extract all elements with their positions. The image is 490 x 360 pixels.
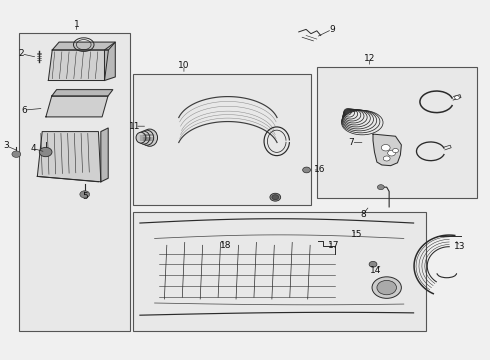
- Text: 11: 11: [129, 122, 141, 131]
- Circle shape: [12, 151, 21, 157]
- Ellipse shape: [142, 129, 158, 146]
- Bar: [133, 74, 311, 205]
- Text: 7: 7: [349, 138, 354, 147]
- Ellipse shape: [138, 131, 150, 144]
- Text: 9: 9: [329, 25, 335, 34]
- Text: 13: 13: [454, 242, 466, 251]
- Circle shape: [455, 96, 460, 99]
- Text: 17: 17: [328, 241, 340, 250]
- Bar: [19, 33, 130, 330]
- Text: 5: 5: [82, 192, 88, 201]
- Text: 3: 3: [4, 141, 9, 150]
- Ellipse shape: [140, 130, 154, 145]
- Circle shape: [369, 261, 377, 267]
- Circle shape: [372, 277, 401, 298]
- Bar: [133, 212, 426, 330]
- Text: 4: 4: [30, 144, 36, 153]
- Circle shape: [388, 150, 395, 156]
- Circle shape: [80, 191, 90, 198]
- Text: 2: 2: [19, 49, 24, 58]
- Circle shape: [383, 156, 390, 161]
- Text: 10: 10: [178, 61, 190, 70]
- Circle shape: [381, 144, 390, 151]
- Polygon shape: [104, 42, 115, 81]
- Polygon shape: [37, 132, 101, 182]
- Circle shape: [377, 280, 396, 295]
- Polygon shape: [52, 42, 115, 50]
- Circle shape: [39, 147, 52, 157]
- Text: 6: 6: [21, 105, 27, 114]
- Text: 1: 1: [74, 19, 79, 28]
- Polygon shape: [52, 90, 113, 96]
- Bar: [318, 67, 477, 198]
- Polygon shape: [373, 134, 401, 166]
- Text: 14: 14: [370, 266, 382, 275]
- Text: 16: 16: [314, 166, 325, 175]
- Polygon shape: [46, 96, 108, 117]
- Polygon shape: [101, 128, 108, 182]
- Polygon shape: [49, 50, 108, 81]
- Circle shape: [377, 185, 384, 190]
- Circle shape: [272, 195, 279, 200]
- Circle shape: [303, 167, 311, 173]
- Text: 12: 12: [364, 54, 375, 63]
- Text: 15: 15: [351, 230, 362, 239]
- Text: 18: 18: [220, 241, 231, 250]
- Circle shape: [270, 193, 281, 201]
- Text: 8: 8: [360, 210, 366, 219]
- Circle shape: [392, 148, 398, 153]
- Ellipse shape: [136, 132, 146, 143]
